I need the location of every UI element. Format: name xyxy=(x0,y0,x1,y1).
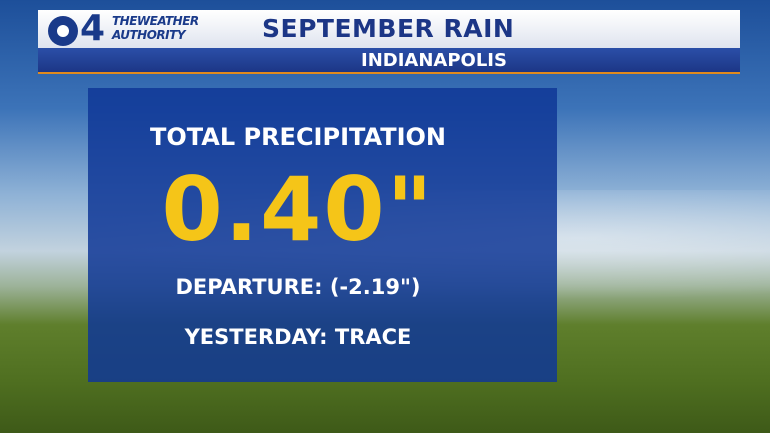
card-yesterday: YESTERDAY: TRACE xyxy=(184,325,412,349)
subtitle: INDIANAPOLIS xyxy=(361,50,507,71)
card-label: TOTAL PRECIPITATION xyxy=(149,123,447,151)
title: SEPTEMBER RAIN xyxy=(262,14,515,43)
info-card xyxy=(88,88,557,382)
logo-number: 4 xyxy=(80,8,106,49)
logo-eye xyxy=(48,16,78,46)
card-departure: DEPARTURE: (-2.19") xyxy=(175,275,421,299)
card-value: 0.40" xyxy=(161,158,435,261)
brand-line: THEWEATHER xyxy=(112,14,199,28)
header-bar xyxy=(38,10,740,48)
header-strip xyxy=(38,48,740,74)
brand-line: AUTHORITY xyxy=(112,28,186,42)
